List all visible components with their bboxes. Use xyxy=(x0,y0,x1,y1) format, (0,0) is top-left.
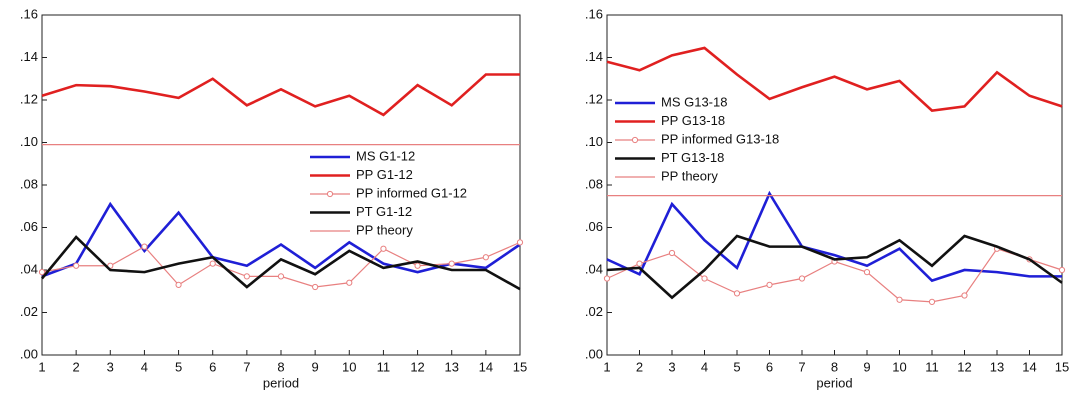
point-marker xyxy=(668,249,676,257)
x-tick-label: 7 xyxy=(798,359,805,374)
y-tick-label: .04 xyxy=(20,261,38,276)
series-line xyxy=(606,234,1063,300)
x-tick-label: 1 xyxy=(603,359,610,374)
y-tick-label: .08 xyxy=(20,176,38,191)
x-tick-label: 15 xyxy=(513,359,527,374)
legend-label: MS G1-12 xyxy=(356,148,415,163)
x-tick-label: 15 xyxy=(1055,359,1069,374)
point-marker xyxy=(38,269,46,276)
y-tick-label: .10 xyxy=(585,134,603,149)
x-tick-label: 6 xyxy=(209,359,216,374)
y-tick-label: .16 xyxy=(585,6,603,21)
point-marker xyxy=(380,245,387,252)
x-tick-label: 9 xyxy=(312,359,319,374)
y-tick-label: .14 xyxy=(20,49,38,64)
legend-marker xyxy=(631,136,639,144)
y-tick-label: .08 xyxy=(585,176,603,191)
x-tick-label: 12 xyxy=(957,359,971,374)
y-tick-label: .02 xyxy=(585,304,603,319)
y-tick-label: .04 xyxy=(585,261,603,276)
x-tick-label: 13 xyxy=(990,359,1004,374)
legend-label: PT G1-12 xyxy=(356,204,412,219)
point-marker xyxy=(448,260,455,267)
legend-label: PT G13-18 xyxy=(661,150,724,165)
y-tick-label: .02 xyxy=(20,304,38,319)
x-tick-label: 13 xyxy=(444,359,458,374)
y-tick-label: .00 xyxy=(20,346,38,361)
x-tick-label: 1 xyxy=(38,359,45,374)
x-tick-label: 6 xyxy=(766,359,773,374)
legend-label: PP G13-18 xyxy=(661,113,725,128)
x-tick-label: 9 xyxy=(863,359,870,374)
legend-label: PP theory xyxy=(356,222,413,237)
y-tick-label: .12 xyxy=(585,91,603,106)
y-tick-label: .14 xyxy=(585,49,603,64)
point-marker xyxy=(863,269,871,276)
series-line xyxy=(41,73,520,117)
x-tick-label: 11 xyxy=(925,359,939,374)
x-tick-label: 2 xyxy=(636,359,643,374)
x-tick-label: 3 xyxy=(668,359,675,374)
point-marker xyxy=(928,298,936,305)
x-tick-label: 5 xyxy=(733,359,740,374)
x-tick-label: 12 xyxy=(410,359,424,374)
y-tick-label: .12 xyxy=(20,91,38,106)
point-marker xyxy=(346,279,353,286)
legend-label: PP informed G1-12 xyxy=(356,185,467,200)
point-marker xyxy=(175,281,182,288)
x-tick-label: 14 xyxy=(1022,359,1036,374)
point-marker xyxy=(482,254,489,261)
point-marker xyxy=(896,296,903,303)
point-marker xyxy=(516,239,524,246)
point-marker xyxy=(636,260,643,267)
x-tick-label: 10 xyxy=(342,359,356,374)
legend-marker xyxy=(326,190,334,198)
series-line xyxy=(606,46,1063,112)
point-marker xyxy=(798,275,806,282)
legend-label: PP theory xyxy=(661,168,718,183)
x-tick-label: 8 xyxy=(831,359,838,374)
x-tick-label: 3 xyxy=(107,359,114,374)
x-tick-label: 5 xyxy=(175,359,182,374)
x-axis-label: period xyxy=(263,375,299,390)
y-tick-label: .16 xyxy=(20,6,38,21)
x-tick-label: 8 xyxy=(277,359,284,374)
point-marker xyxy=(766,281,773,288)
point-marker xyxy=(73,262,80,269)
legend-label: MS G13-18 xyxy=(661,94,727,109)
legend-label: PP informed G13-18 xyxy=(661,131,779,146)
point-marker xyxy=(701,275,708,282)
x-tick-label: 10 xyxy=(892,359,906,374)
point-marker xyxy=(414,262,421,269)
x-tick-label: 11 xyxy=(377,359,391,374)
series-line xyxy=(606,190,1062,283)
point-marker xyxy=(961,292,968,299)
series-line xyxy=(41,201,521,278)
legend-label: PP G1-12 xyxy=(356,167,413,182)
point-marker xyxy=(1058,266,1066,274)
point-marker xyxy=(277,273,285,280)
x-tick-label: 4 xyxy=(141,359,148,374)
point-marker xyxy=(312,283,319,291)
x-tick-label: 4 xyxy=(701,359,708,374)
y-tick-label: .06 xyxy=(585,219,603,234)
point-marker xyxy=(243,273,250,280)
y-tick-label: .10 xyxy=(20,134,38,149)
x-tick-label: 2 xyxy=(73,359,80,374)
point-marker xyxy=(209,260,216,267)
y-tick-label: .00 xyxy=(585,346,603,361)
point-marker xyxy=(733,290,741,297)
plot-frame xyxy=(606,14,1063,356)
point-marker xyxy=(603,275,611,282)
x-tick-label: 14 xyxy=(479,359,493,374)
y-tick-label: .06 xyxy=(20,219,38,234)
series-line xyxy=(40,235,521,291)
x-tick-label: 7 xyxy=(243,359,250,374)
point-marker xyxy=(141,243,148,250)
x-axis-label: period xyxy=(816,375,852,390)
